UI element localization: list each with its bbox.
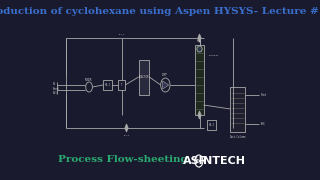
Text: MIXER: MIXER bbox=[85, 78, 93, 82]
Circle shape bbox=[195, 155, 203, 167]
Ellipse shape bbox=[197, 46, 202, 52]
Text: RCY-2: RCY-2 bbox=[124, 134, 130, 136]
Text: Feed: Feed bbox=[53, 87, 60, 91]
Text: ASP: ASP bbox=[183, 156, 208, 166]
Text: H2: H2 bbox=[53, 82, 56, 86]
Polygon shape bbox=[125, 124, 128, 132]
Circle shape bbox=[161, 78, 170, 92]
Text: NTECH: NTECH bbox=[203, 156, 245, 166]
Text: HX-2: HX-2 bbox=[209, 123, 214, 127]
Text: Process Flow-sheeting: Process Flow-sheeting bbox=[58, 156, 188, 165]
Text: Prod: Prod bbox=[260, 93, 267, 97]
Polygon shape bbox=[163, 81, 169, 89]
Bar bbox=[139, 60, 149, 95]
Text: CHX: CHX bbox=[260, 122, 265, 126]
Text: Tol: Tol bbox=[53, 91, 58, 95]
Circle shape bbox=[86, 82, 92, 92]
Text: REACTOR: REACTOR bbox=[139, 75, 149, 79]
Bar bbox=[207, 120, 216, 130]
Polygon shape bbox=[198, 111, 201, 119]
Bar bbox=[230, 87, 245, 132]
Text: HX-1: HX-1 bbox=[105, 83, 111, 87]
Bar bbox=[103, 80, 112, 90]
Text: T: T bbox=[121, 83, 123, 87]
Text: Production of cyclohexane using Aspen HYSYS- Lecture # 80: Production of cyclohexane using Aspen HY… bbox=[0, 6, 320, 15]
Text: RCY-1: RCY-1 bbox=[119, 33, 125, 35]
Text: COMP: COMP bbox=[162, 73, 168, 77]
Bar bbox=[196, 45, 204, 115]
Bar bbox=[118, 80, 125, 90]
Polygon shape bbox=[198, 34, 201, 42]
Text: Sep: Sep bbox=[197, 39, 202, 43]
Text: Dist.Column: Dist.Column bbox=[229, 135, 246, 139]
